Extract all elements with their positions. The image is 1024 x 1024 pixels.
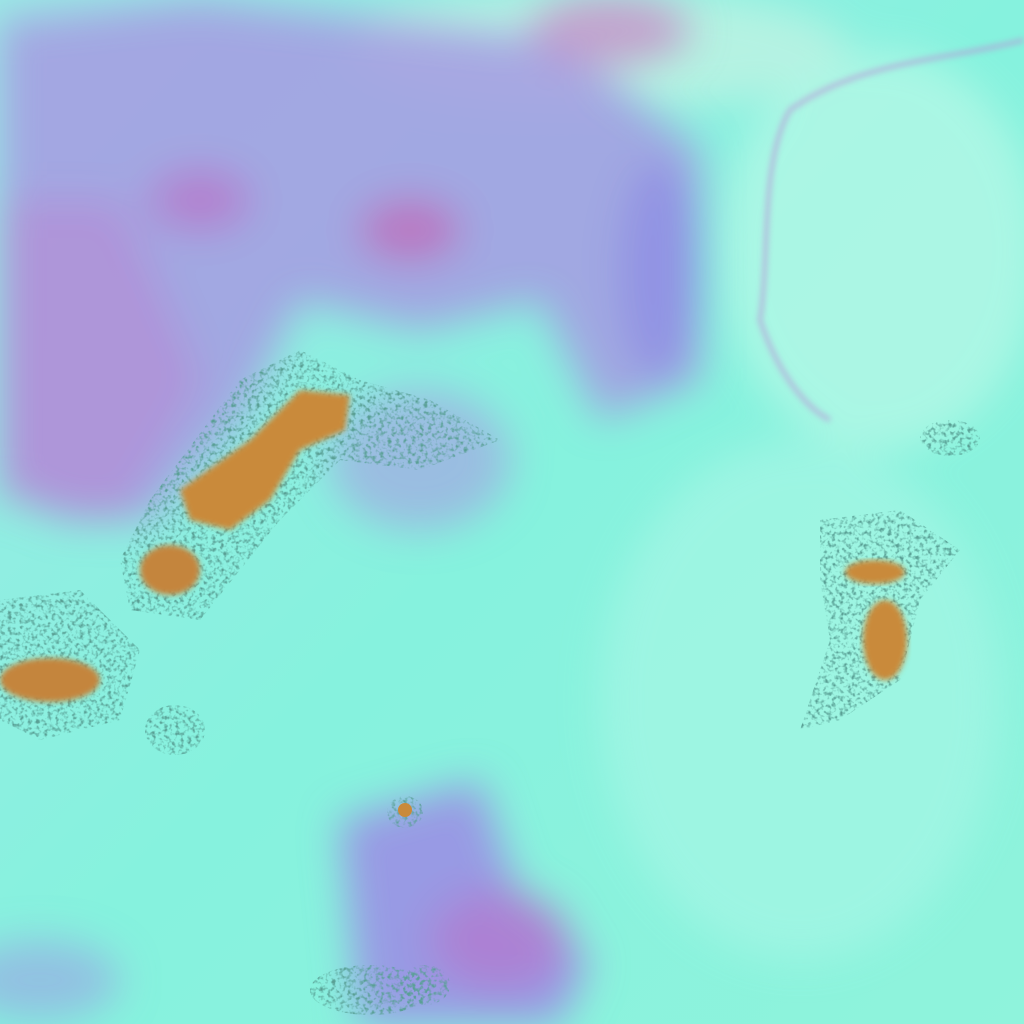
storm-cluster-west — [0, 350, 500, 755]
land-purple-regions — [0, 0, 700, 1024]
storm-cells — [0, 350, 980, 1015]
storm-cluster-east — [800, 420, 980, 730]
coastline-east — [757, 37, 1024, 423]
storm-cluster-south — [310, 796, 450, 1015]
